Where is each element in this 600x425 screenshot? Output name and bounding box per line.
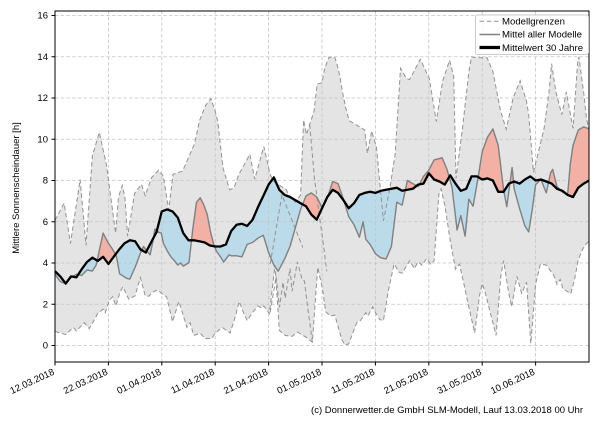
svg-text:10: 10: [37, 134, 48, 145]
svg-text:4: 4: [43, 258, 48, 269]
svg-text:14: 14: [37, 52, 48, 63]
svg-text:16: 16: [37, 11, 48, 22]
svg-text:Mittelwert 30 Jahre: Mittelwert 30 Jahre: [502, 43, 583, 54]
svg-text:2: 2: [43, 299, 48, 310]
svg-text:Mittlere Sonnenscheindauer [h]: Mittlere Sonnenscheindauer [h]: [11, 122, 22, 254]
svg-text:8: 8: [43, 176, 48, 187]
svg-text:Modellgrenzen: Modellgrenzen: [502, 17, 565, 28]
svg-text:(c) Donnerwetter.de GmbH SLM-M: (c) Donnerwetter.de GmbH SLM-Modell, Lau…: [311, 405, 583, 416]
svg-text:6: 6: [43, 217, 48, 228]
svg-text:Mittel aller Modelle: Mittel aller Modelle: [502, 30, 582, 41]
svg-text:0: 0: [43, 341, 48, 352]
svg-text:12: 12: [37, 93, 48, 104]
